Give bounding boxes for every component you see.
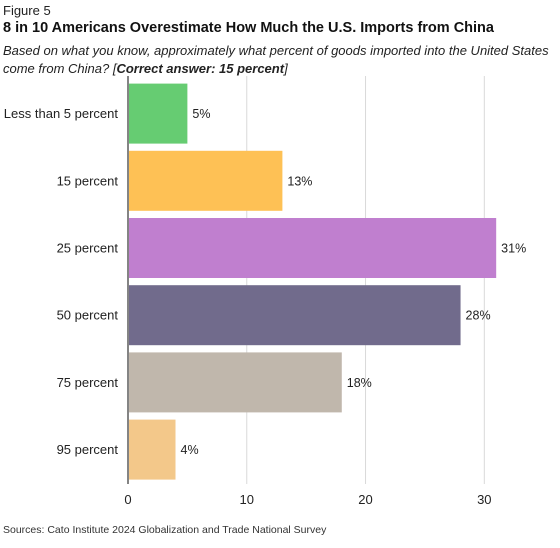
value-label-5: 18% (347, 376, 372, 390)
category-label-1: Less than 5 percent (4, 106, 119, 121)
subtitle-question: Based on what you know, approximately wh… (3, 43, 549, 76)
x-tick-label-10: 10 (240, 492, 254, 507)
figure-label: Figure 5 (3, 3, 51, 18)
category-label-6: 95 percent (57, 442, 119, 457)
chart-subtitle: Based on what you know, approximately wh… (3, 42, 555, 78)
bar-1 (129, 83, 188, 144)
source-note: Sources: Cato Institute 2024 Globalizati… (3, 524, 327, 536)
subtitle-close: ] (284, 61, 288, 76)
value-label-4: 28% (466, 309, 491, 323)
x-tick-label-30: 30 (477, 492, 491, 507)
value-label-6: 4% (181, 443, 199, 457)
chart-title: 8 in 10 Americans Overestimate How Much … (3, 20, 494, 36)
category-label-4: 50 percent (57, 308, 119, 323)
x-tick-label-0: 0 (124, 492, 131, 507)
gridlines (127, 76, 485, 484)
labels: 0 10 20 30 Less than 5 percent 5% 15 percent 13… (4, 106, 526, 507)
bar-3 (129, 218, 497, 278)
value-label-3: 31% (501, 242, 526, 256)
value-label-2: 13% (287, 174, 312, 188)
value-label-1: 5% (192, 107, 210, 121)
x-tick-label-20: 20 (358, 492, 372, 507)
subtitle-correct-answer: Correct answer: 15 percent (116, 61, 285, 76)
bar-chart: 0 10 20 30 Less than 5 percent 5% 15 percent 13… (4, 76, 526, 507)
bar-2 (129, 150, 283, 211)
bar-6 (129, 419, 176, 480)
category-label-3: 25 percent (57, 241, 119, 256)
category-label-2: 15 percent (57, 173, 119, 188)
category-label-5: 75 percent (57, 375, 119, 390)
bars (129, 83, 497, 480)
bar-4 (129, 285, 461, 346)
bar-5 (129, 352, 342, 413)
